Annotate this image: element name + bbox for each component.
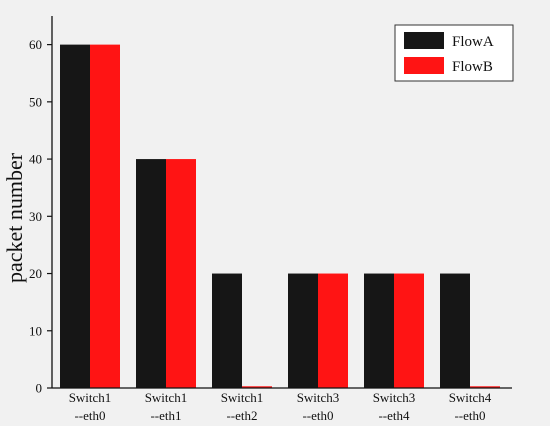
y-axis-title: packet number (2, 152, 27, 283)
legend-label-flowb: FlowB (452, 59, 493, 75)
bar-flowb-1 (166, 159, 196, 388)
x-category-label: Switch3 (373, 390, 416, 405)
bar-flowb-0 (90, 44, 120, 388)
y-tick-label: 40 (29, 152, 42, 167)
bar-flowb-2 (242, 386, 272, 388)
y-tick-label: 50 (29, 94, 42, 109)
y-tick-label: 30 (29, 209, 42, 224)
x-category-label: Switch4 (449, 390, 492, 405)
bar-flowb-4 (394, 273, 424, 388)
x-category-label: --eth0 (454, 408, 485, 423)
axes-group (51, 16, 512, 389)
x-category-label: --eth0 (74, 408, 105, 423)
bars-group (60, 44, 500, 388)
x-category-label: Switch1 (145, 390, 188, 405)
y-tick-label: 20 (29, 266, 42, 281)
x-category-label: Switch1 (221, 390, 264, 405)
bar-flowa-1 (136, 159, 166, 388)
x-category-labels: Switch1 --eth0 Switch1 --eth1 Switch1 --eth2 S… (69, 390, 492, 423)
bar-flowa-4 (364, 273, 394, 388)
y-tick-label: 60 (29, 37, 42, 52)
bar-flowa-3 (288, 273, 318, 388)
x-category-label: Switch1 (69, 390, 112, 405)
y-ticks-group: 0 10 20 30 40 50 60 (29, 37, 52, 396)
x-category-label: Switch3 (297, 390, 340, 405)
bar-flowb-5 (470, 386, 500, 388)
legend-swatch-flowa (404, 32, 444, 49)
bar-flowa-0 (60, 44, 90, 388)
y-tick-label: 0 (36, 381, 43, 396)
x-category-label: --eth0 (302, 408, 333, 423)
x-category-label: --eth1 (150, 408, 181, 423)
bar-flowa-2 (212, 273, 242, 388)
legend-label-flowa: FlowA (452, 34, 494, 50)
x-category-label: --eth4 (378, 408, 410, 423)
legend-swatch-flowb (404, 57, 444, 74)
y-tick-label: 10 (29, 323, 42, 338)
bar-flowa-5 (440, 273, 470, 388)
legend: FlowA FlowB (394, 24, 514, 82)
x-category-label: --eth2 (226, 408, 257, 423)
bar-flowb-3 (318, 273, 348, 388)
